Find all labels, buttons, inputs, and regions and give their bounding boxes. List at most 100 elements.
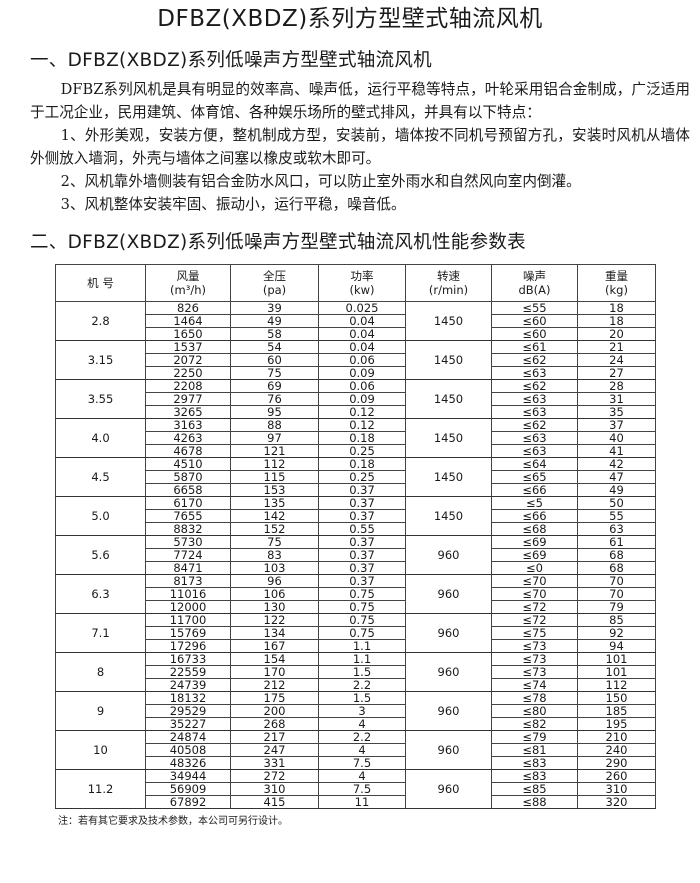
pressure-cell: 115	[230, 470, 319, 484]
airflow-cell: 5730	[145, 535, 231, 549]
weight-cell: 28	[577, 379, 656, 393]
pressure-cell: 247	[230, 743, 319, 757]
model-cell: 3.15	[55, 340, 146, 380]
noise-cell: ≤5	[491, 496, 578, 510]
airflow-cell: 8471	[145, 561, 231, 575]
speed-cell: 960	[405, 613, 492, 653]
model-cell: 8	[55, 652, 146, 692]
airflow-cell: 6658	[145, 483, 231, 497]
column-header: 风量 (m³/h)	[145, 264, 231, 302]
pressure-cell: 75	[230, 535, 319, 549]
pressure-cell: 97	[230, 431, 319, 445]
table-row: 8471 103 0.37 ≤0 68	[56, 561, 656, 575]
noise-cell: ≤80	[491, 704, 578, 718]
airflow-cell: 24874	[145, 730, 231, 744]
power-cell: 3	[318, 704, 406, 718]
power-cell: 0.04	[318, 314, 406, 328]
airflow-cell: 56909	[145, 782, 231, 796]
speed-cell: 1450	[405, 301, 492, 341]
table-row: 8832 152 0.55 ≤68 63	[56, 522, 656, 536]
noise-cell: ≤63	[491, 444, 578, 458]
airflow-cell: 34944	[145, 769, 231, 783]
power-cell: 1.5	[318, 665, 406, 679]
weight-cell: 310	[577, 782, 656, 796]
noise-cell: ≤70	[491, 587, 578, 601]
model-cell: 6.3	[55, 574, 146, 614]
noise-cell: ≤83	[491, 756, 578, 770]
pressure-cell: 106	[230, 587, 319, 601]
airflow-cell: 18132	[145, 691, 231, 705]
noise-cell: ≤85	[491, 782, 578, 796]
noise-cell: ≤61	[491, 340, 578, 354]
weight-cell: 290	[577, 756, 656, 770]
table-row: 3265 95 0.12 ≤63 35	[56, 405, 656, 419]
pressure-cell: 212	[230, 678, 319, 692]
table-header-row: 机 号风量 (m³/h) 全压 (pa) 功率 (kw) 转速 (r/min) 噪声 dB(A) 重…	[55, 264, 656, 302]
model-cell: 7.1	[55, 613, 146, 653]
airflow-cell: 7724	[145, 548, 231, 562]
airflow-cell: 22559	[145, 665, 231, 679]
pressure-cell: 95	[230, 405, 319, 419]
pressure-cell: 60	[230, 353, 319, 367]
power-cell: 0.37	[318, 496, 406, 510]
pressure-cell: 272	[230, 769, 319, 783]
column-header-unit: (m³/h)	[170, 283, 206, 297]
noise-cell: ≤79	[491, 730, 578, 744]
noise-cell: ≤83	[491, 769, 578, 783]
column-header: 噪声 dB(A)	[491, 264, 578, 302]
table-row: 9 18132 175 1.5 960 ≤78 150	[55, 691, 656, 731]
column-header: 重量 (kg)	[577, 264, 656, 302]
airflow-cell: 29529	[145, 704, 231, 718]
power-cell: 7.5	[318, 756, 406, 770]
power-cell: 0.09	[318, 366, 406, 380]
table-row: 29529 200 3 ≤80 185	[56, 704, 656, 718]
table-row: 15769 134 0.75 ≤75 92	[56, 626, 656, 640]
airflow-cell: 11700	[145, 613, 231, 627]
power-cell: 4	[318, 769, 406, 783]
airflow-cell: 3265	[145, 405, 231, 419]
weight-cell: 40	[577, 431, 656, 445]
table-row: 5870 115 0.25 ≤65 47	[56, 470, 656, 484]
pressure-cell: 112	[230, 457, 319, 471]
section1-heading: 一、DFBZ(XBDZ)系列低噪声方型壁式轴流风机	[30, 50, 432, 71]
airflow-cell: 2250	[145, 366, 231, 380]
pressure-cell: 130	[230, 600, 319, 614]
table-row: 11016 106 0.75 ≤70 70	[56, 587, 656, 601]
pressure-cell: 49	[230, 314, 319, 328]
feature-point-2: 2、风机靠外墙侧装有铝合金防水风口，可以防止室外雨水和自然风向室内倒灌。	[60, 173, 581, 190]
model-cell: 4.0	[55, 418, 146, 458]
speed-cell: 960	[405, 652, 492, 692]
airflow-cell: 1537	[145, 340, 231, 354]
noise-cell: ≤55	[491, 301, 578, 315]
power-cell: 0.12	[318, 405, 406, 419]
power-cell: 0.75	[318, 613, 406, 627]
weight-cell: 210	[577, 730, 656, 744]
power-cell: 4	[318, 717, 406, 731]
noise-cell: ≤73	[491, 665, 578, 679]
pressure-cell: 88	[230, 418, 319, 432]
noise-cell: ≤60	[491, 327, 578, 341]
speed-cell: 960	[405, 691, 492, 731]
airflow-cell: 24739	[145, 678, 231, 692]
speed-cell: 960	[405, 769, 492, 809]
power-cell: 0.37	[318, 509, 406, 523]
pressure-cell: 83	[230, 548, 319, 562]
noise-cell: ≤69	[491, 535, 578, 549]
table-row: 5.6 5730 75 0.37 960 ≤69 61	[55, 535, 656, 575]
weight-cell: 101	[577, 652, 656, 666]
airflow-cell: 40508	[145, 743, 231, 757]
power-cell: 0.04	[318, 340, 406, 354]
model-cell: 5.6	[55, 535, 146, 575]
weight-cell: 70	[577, 574, 656, 588]
noise-cell: ≤64	[491, 457, 578, 471]
speed-cell: 960	[405, 730, 492, 770]
column-header-label: 功率	[350, 269, 374, 283]
noise-cell: ≤70	[491, 574, 578, 588]
weight-cell: 21	[577, 340, 656, 354]
airflow-cell: 7655	[145, 509, 231, 523]
model-cell: 9	[55, 691, 146, 731]
speed-cell: 1450	[405, 457, 492, 497]
table-row: 2250 75 0.09 ≤63 27	[56, 366, 656, 380]
weight-cell: 260	[577, 769, 656, 783]
pressure-cell: 121	[230, 444, 319, 458]
